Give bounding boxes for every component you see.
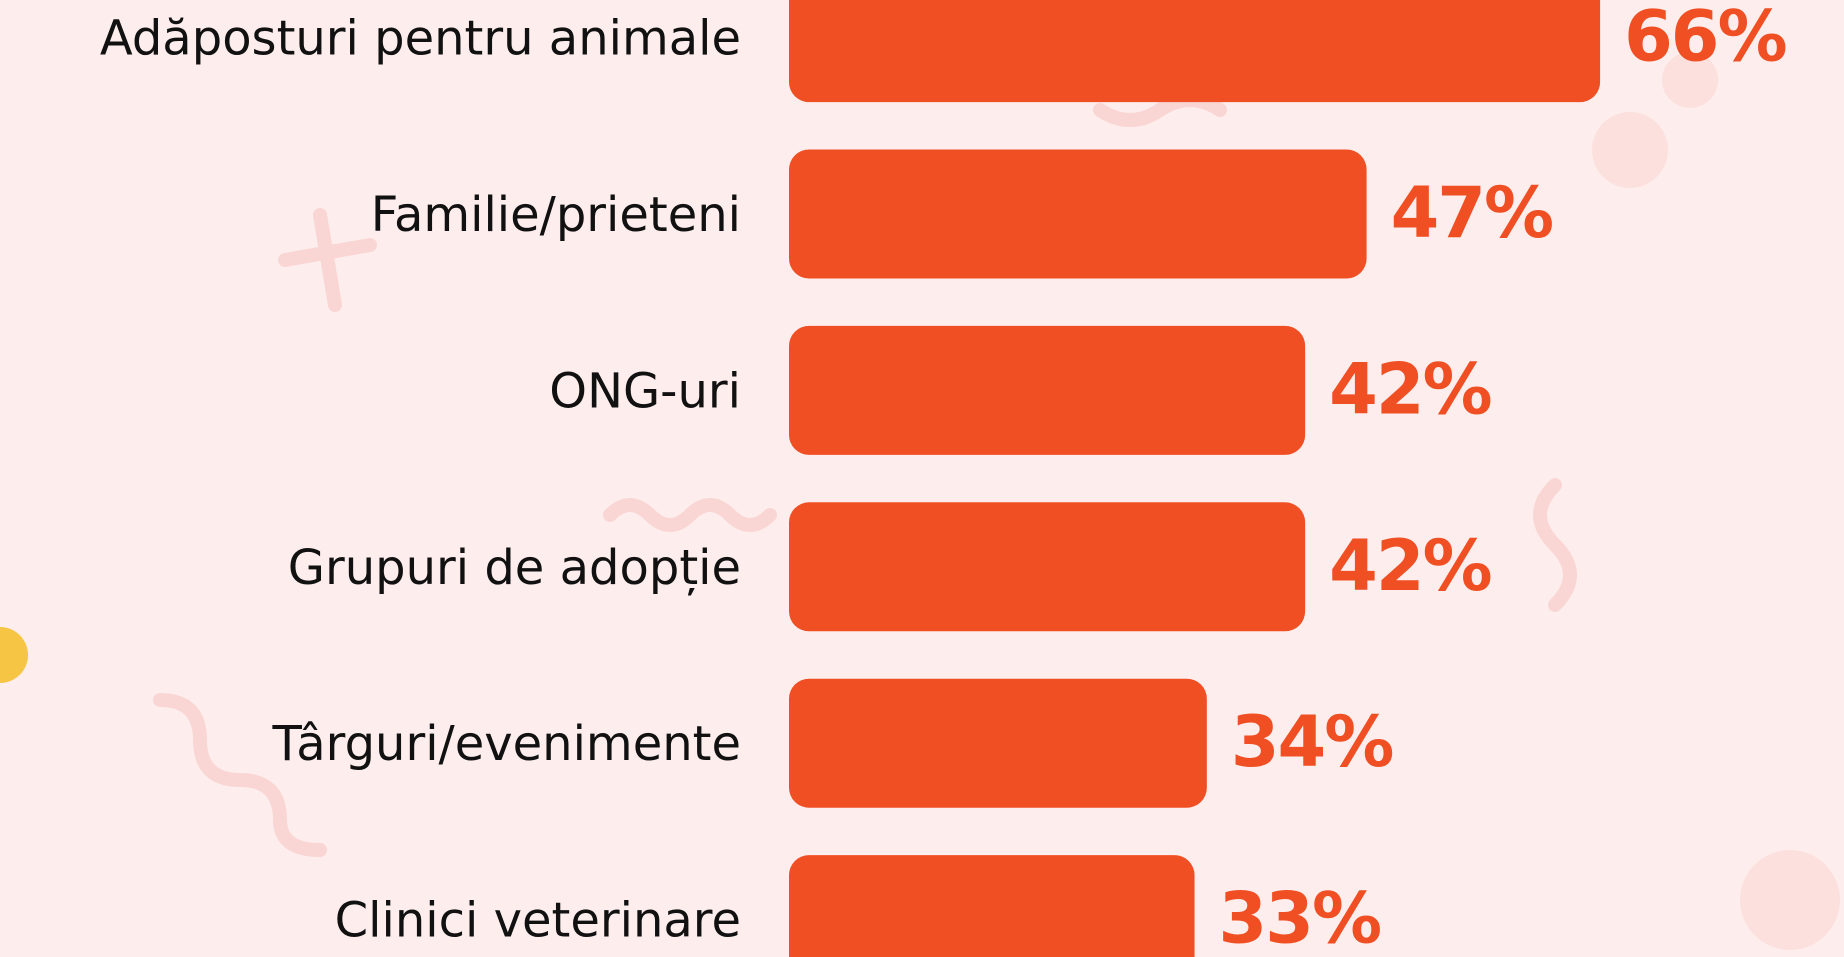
- bar: [789, 149, 1367, 279]
- category-label: ONG-uri: [549, 363, 741, 419]
- value-label: 42%: [1329, 525, 1491, 607]
- decoration-squiggle: [153, 693, 327, 857]
- category-label: Adăposturi pentru animale: [100, 11, 741, 67]
- bar: [789, 678, 1207, 808]
- decoration-squiggle: [1533, 478, 1577, 612]
- bar: [789, 325, 1306, 455]
- decoration-squiggle: [1093, 93, 1227, 127]
- decoration: [153, 93, 1577, 857]
- category-label: Grupuri de adopție: [288, 540, 741, 596]
- value-label: 34%: [1231, 701, 1393, 783]
- bar: [789, 855, 1195, 957]
- value-label: 42%: [1329, 348, 1491, 430]
- value-label: 33%: [1219, 878, 1381, 957]
- category-label: Clinici veterinare: [335, 893, 741, 949]
- decoration-cross: [278, 208, 377, 312]
- paw-pad: [1740, 850, 1840, 950]
- decoration-paw: [1592, 52, 1840, 950]
- bar: [789, 0, 1601, 103]
- bar: [789, 502, 1306, 632]
- value-label: 66%: [1624, 0, 1786, 78]
- category-label: Târguri/evenimente: [272, 716, 741, 772]
- category-label: Familie/prieteni: [371, 187, 741, 243]
- decoration-emoji: [0, 627, 28, 683]
- paw-pad: [1592, 112, 1668, 188]
- paw-pad: [1662, 52, 1718, 108]
- plot-area: Adăposturi pentru animale 66% Familie/prie…: [100, 0, 1788, 957]
- decoration-squiggle: [603, 498, 777, 532]
- value-label: 47%: [1391, 172, 1553, 254]
